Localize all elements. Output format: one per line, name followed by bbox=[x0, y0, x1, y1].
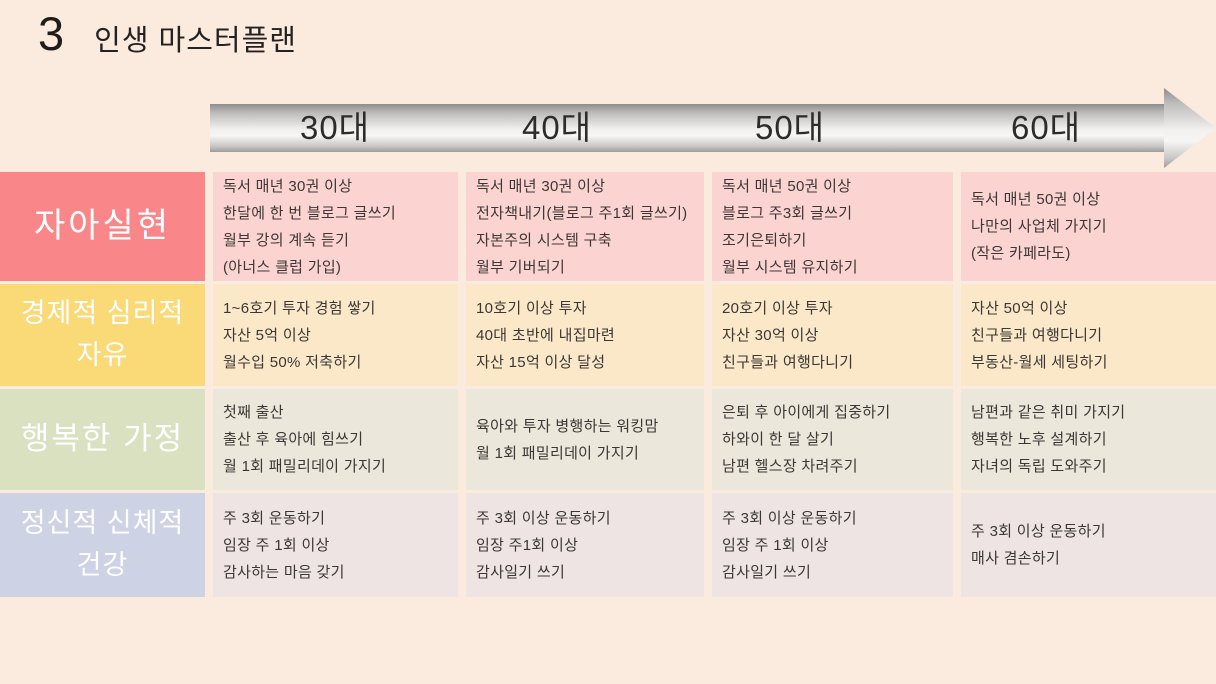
cell-line: 자본주의 시스템 구축 bbox=[476, 231, 612, 249]
cell-line: 월 1회 패밀리데이 가지기 bbox=[223, 458, 387, 475]
row-label-3: 정신적 신체적 건강 bbox=[0, 493, 205, 597]
cell-line: 임장 주 1회 이상 bbox=[722, 536, 829, 554]
cell-line: 월부 강의 계속 듣기 bbox=[223, 231, 350, 249]
row-label-0: 자아실현 bbox=[0, 172, 205, 281]
cell-line: 월 1회 패밀리데이 가지기 bbox=[476, 444, 640, 462]
row-label-1: 경제적 심리적 자유 bbox=[0, 284, 205, 386]
masterplan-table: 자아실현 독서 매년 30권 이상 한달에 한 번 블로그 글쓰기 월부 강의 계속 … bbox=[0, 172, 1216, 597]
cell-line: 자녀의 독립 도와주기 bbox=[971, 458, 1107, 475]
slide-number: 3 bbox=[38, 7, 65, 60]
cell-line: 1~6호기 투자 경험 쌓기 bbox=[223, 299, 376, 317]
cell-line: 자산 30억 이상 bbox=[722, 326, 819, 344]
cell-line: 40대 초반에 내집마련 bbox=[476, 326, 616, 344]
cell-line: 출산 후 육아에 힘쓰기 bbox=[223, 431, 364, 448]
cell-line: 육아와 투자 병행하는 워킹맘 bbox=[476, 417, 659, 435]
cell-line: 주 3회 이상 운동하기 bbox=[971, 523, 1106, 540]
cell-line: 임장 주1회 이상 bbox=[476, 536, 579, 554]
cell-line: 자산 50억 이상 bbox=[971, 299, 1068, 317]
cell-line: 남편과 같은 취미 가지기 bbox=[971, 404, 1126, 421]
cell-line: 매사 겸손하기 bbox=[971, 550, 1061, 567]
cell-line: 감사하는 마음 갖기 bbox=[223, 563, 345, 581]
cell-line: 월수입 50% 저축하기 bbox=[223, 353, 362, 371]
cell-line: 월부 시스템 유지하기 bbox=[722, 258, 858, 276]
cell-line: 조기은퇴하기 bbox=[722, 231, 807, 249]
decade-label-1: 30대 bbox=[299, 109, 371, 146]
page-title: 인생 마스터플랜 bbox=[94, 25, 297, 57]
cell-line: (아너스 클럽 가입) bbox=[223, 258, 342, 276]
cell-line: (작은 카페라도) bbox=[971, 245, 1071, 262]
cell-line: 행복한 노후 설계하기 bbox=[971, 431, 1107, 448]
cell-line: 독서 매년 30권 이상 bbox=[223, 177, 353, 195]
cell-line: 남편 헬스장 차려주기 bbox=[722, 458, 858, 475]
decade-label-2: 40대 bbox=[521, 109, 593, 146]
cell-line: 월부 기버되기 bbox=[476, 258, 566, 276]
decade-label-3: 50대 bbox=[754, 109, 826, 146]
cell-line: 부동산-월세 세팅하기 bbox=[971, 353, 1108, 371]
cell-line: 10호기 이상 투자 bbox=[476, 299, 587, 317]
cell-line: 은퇴 후 아이에게 집중하기 bbox=[722, 404, 891, 421]
cell-line: 한달에 한 번 블로그 글쓰기 bbox=[223, 204, 396, 222]
cell-line: 감사일기 쓰기 bbox=[476, 563, 566, 581]
timeline-arrow-bar bbox=[210, 104, 1164, 152]
cell-line: 독서 매년 50권 이상 bbox=[722, 177, 852, 195]
decade-label-4: 60대 bbox=[1010, 109, 1082, 146]
cell-line: 자산 5억 이상 bbox=[223, 326, 312, 344]
cell-line: 나만의 사업체 가지기 bbox=[971, 218, 1107, 235]
cell-line: 친구들과 여행다니기 bbox=[971, 326, 1103, 344]
cell-line: 자산 15억 이상 달성 bbox=[476, 353, 606, 371]
cell-line: 독서 매년 30권 이상 bbox=[476, 177, 606, 195]
cell-line: 임장 주 1회 이상 bbox=[223, 536, 330, 554]
cell-line: 주 3회 이상 운동하기 bbox=[476, 509, 611, 527]
slide-header: 3 인생 마스터플랜 bbox=[38, 8, 297, 60]
cell-line: 감사일기 쓰기 bbox=[722, 563, 812, 581]
cell-line: 독서 매년 50권 이상 bbox=[971, 191, 1101, 208]
cell-line: 주 3회 운동하기 bbox=[223, 509, 326, 527]
cell-line: 하와이 한 달 살기 bbox=[722, 431, 835, 448]
timeline-arrow-head-icon bbox=[1164, 88, 1216, 168]
cell-line: 전자책내기(블로그 주1회 글쓰기) bbox=[476, 204, 688, 222]
cell-line: 20호기 이상 투자 bbox=[722, 299, 833, 317]
cell-line: 블로그 주3회 글쓰기 bbox=[722, 204, 853, 222]
cell-line: 주 3회 이상 운동하기 bbox=[722, 509, 857, 527]
cell-line: 친구들과 여행다니기 bbox=[722, 353, 854, 371]
cell-line: 첫째 출산 bbox=[223, 404, 284, 421]
row-label-2: 행복한 가정 bbox=[0, 389, 205, 490]
